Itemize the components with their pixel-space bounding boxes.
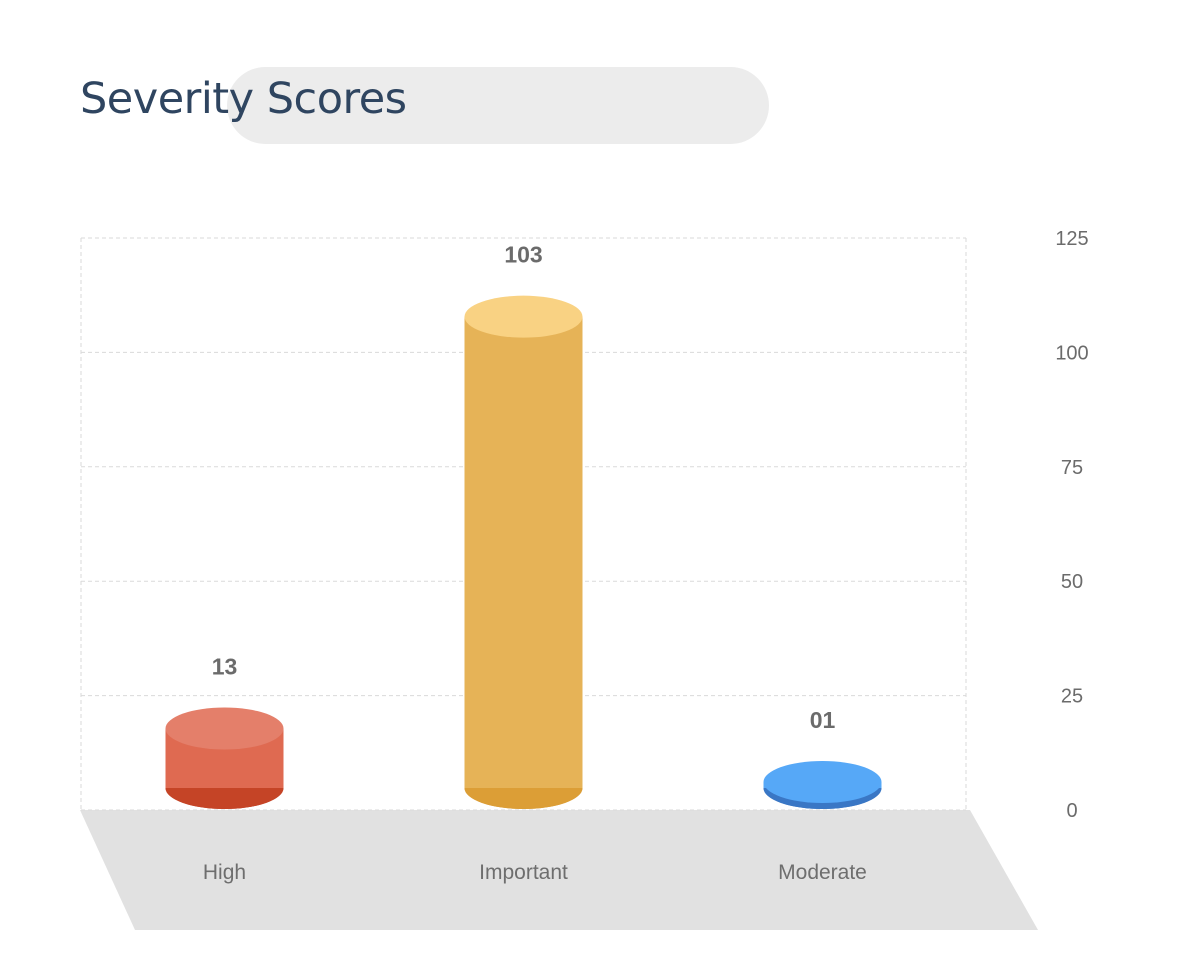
y-tick-label: 50 xyxy=(1061,571,1083,593)
bar-high xyxy=(165,707,284,810)
chart-floor xyxy=(80,810,1038,930)
y-tick-label: 125 xyxy=(1055,228,1088,250)
category-label: Moderate xyxy=(778,861,867,884)
value-label: 01 xyxy=(810,707,836,733)
value-label: 103 xyxy=(504,242,542,268)
bar-moderate xyxy=(763,761,882,810)
bar-body xyxy=(464,316,583,788)
value-label: 13 xyxy=(212,654,238,680)
bar-base-front xyxy=(464,788,583,809)
y-tick-label: 0 xyxy=(1066,800,1077,822)
bar-important xyxy=(464,295,583,809)
y-tick-label: 25 xyxy=(1061,686,1083,708)
bar-top xyxy=(763,761,882,803)
category-label: Important xyxy=(479,861,568,884)
category-label: High xyxy=(203,861,246,884)
bar-top xyxy=(464,295,583,338)
title-background-pill xyxy=(227,67,769,144)
page-title: Severity Scores xyxy=(80,74,407,124)
bar-top xyxy=(165,707,284,750)
bar-base-front xyxy=(165,788,284,810)
y-tick-label: 100 xyxy=(1055,342,1088,364)
y-tick-label: 75 xyxy=(1061,457,1083,479)
